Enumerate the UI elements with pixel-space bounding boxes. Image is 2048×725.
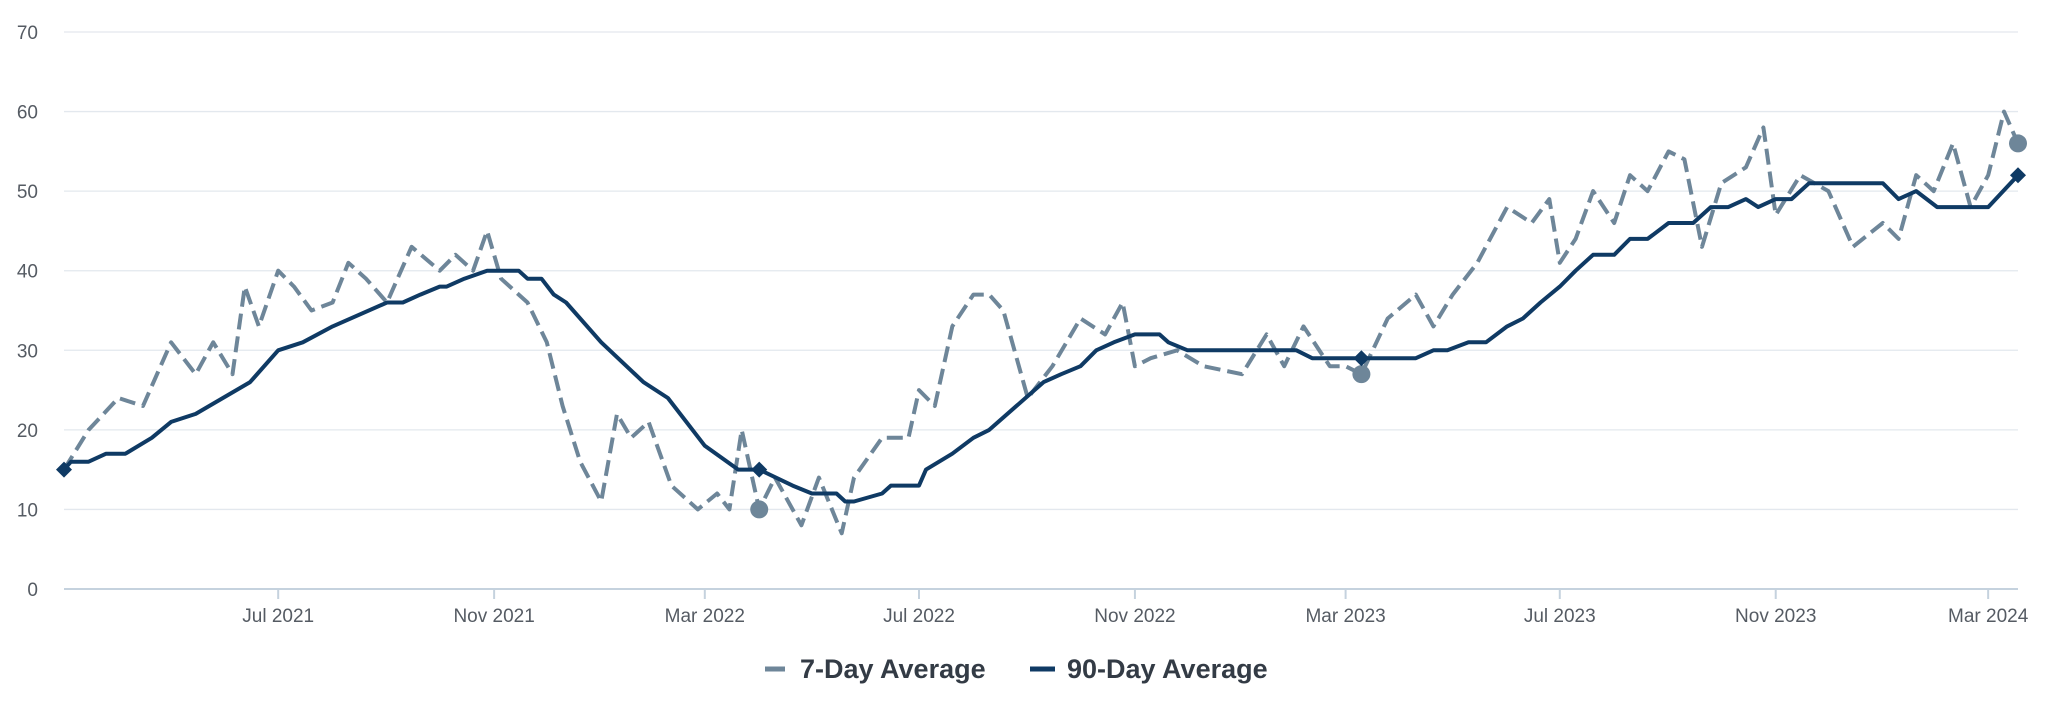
- y-tick-label: 70: [17, 23, 38, 44]
- x-tick-label: Nov 2022: [1094, 606, 1175, 627]
- y-tick-label: 40: [17, 262, 38, 283]
- x-tick-label: Jul 2023: [1524, 606, 1596, 627]
- grid-lines: [64, 31, 2018, 511]
- x-tick-label: Nov 2023: [1735, 606, 1816, 627]
- x-tick-label: Jul 2022: [883, 606, 955, 627]
- marker-90-day[interactable]: [1353, 350, 1370, 367]
- axes: 0 10 20 30 40 50 60 70 Jul 2021 Nov 2021 Mar 2022 J…: [17, 23, 2029, 627]
- x-tick-label: Jul 2021: [242, 606, 314, 627]
- series-line-90-day[interactable]: [62, 173, 2020, 504]
- highlight-markers: [56, 134, 2027, 519]
- y-tick-label: 20: [17, 421, 38, 442]
- marker-90-day[interactable]: [56, 461, 72, 478]
- x-tick-label: Nov 2021: [453, 606, 534, 627]
- y-tick-label: 10: [17, 500, 38, 521]
- marker-90-day[interactable]: [751, 461, 768, 478]
- legend-item-90-day[interactable]: 90-Day Average: [1030, 654, 1268, 684]
- x-tick-label: Mar 2023: [1305, 606, 1385, 627]
- legend-label-90-day: 90-Day Average: [1067, 654, 1268, 684]
- series-lines: [62, 109, 2020, 536]
- y-tick-label: 50: [17, 182, 38, 203]
- y-tick-label: 60: [17, 103, 38, 124]
- legend-item-7-day[interactable]: 7-Day Average: [765, 654, 986, 684]
- x-tick-label: Mar 2024: [1948, 606, 2029, 627]
- x-tick-label: Mar 2022: [665, 606, 745, 627]
- marker-7-day[interactable]: [1352, 365, 1371, 384]
- marker-7-day[interactable]: [2009, 134, 2027, 153]
- legend-label-7-day: 7-Day Average: [800, 654, 986, 684]
- series-line-7-day[interactable]: [62, 109, 2020, 536]
- marker-7-day[interactable]: [750, 500, 769, 519]
- legend: 7-Day Average 90-Day Average: [765, 654, 1268, 684]
- y-tick-label: 0: [27, 580, 38, 601]
- y-tick-label: 30: [17, 341, 38, 362]
- marker-90-day[interactable]: [2010, 167, 2026, 184]
